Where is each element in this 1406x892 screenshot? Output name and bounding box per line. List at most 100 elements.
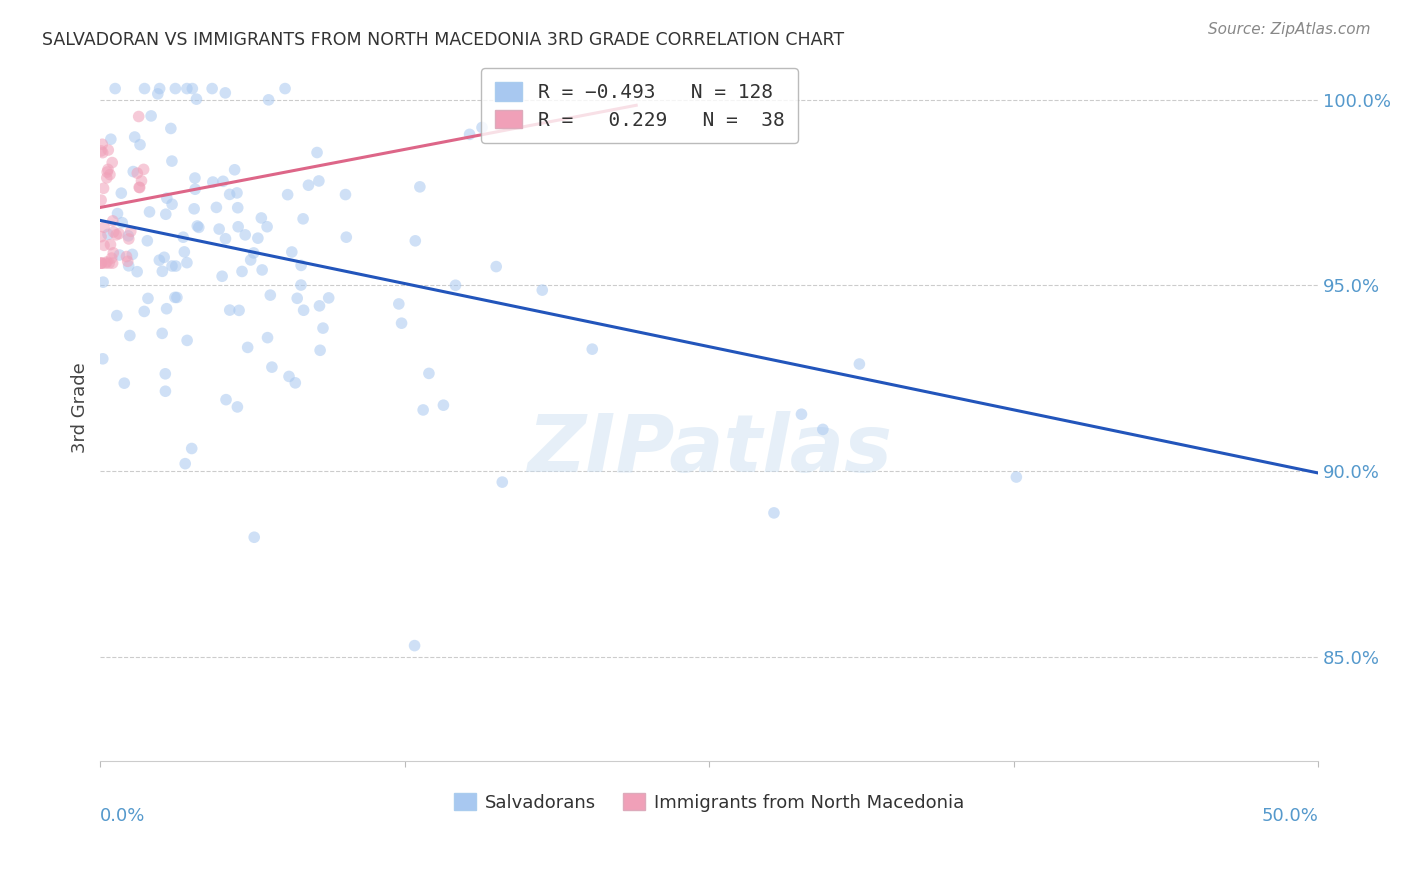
Point xyxy=(165,81,187,95)
Point xyxy=(91,137,114,152)
Point xyxy=(201,175,224,189)
Point xyxy=(110,186,132,201)
Point xyxy=(256,219,278,234)
Point xyxy=(150,326,173,341)
Point xyxy=(215,392,238,407)
Point xyxy=(108,227,131,241)
Point xyxy=(117,254,139,268)
Point xyxy=(180,442,202,456)
Point xyxy=(186,92,208,106)
Point xyxy=(318,291,340,305)
Point xyxy=(112,376,135,391)
Point xyxy=(101,214,124,228)
Point xyxy=(214,232,236,246)
Point xyxy=(176,334,198,348)
Point xyxy=(155,301,177,316)
Point xyxy=(290,278,312,293)
Point xyxy=(226,186,249,200)
Point xyxy=(418,367,440,381)
Point xyxy=(391,316,413,330)
Point xyxy=(485,260,508,274)
Point xyxy=(117,228,139,243)
Point xyxy=(183,202,205,216)
Point xyxy=(155,367,177,381)
Point xyxy=(173,244,195,259)
Point xyxy=(285,291,308,305)
Point xyxy=(412,403,434,417)
Point xyxy=(131,174,153,188)
Point xyxy=(404,234,426,248)
Point xyxy=(103,225,125,239)
Point xyxy=(309,343,332,358)
Point xyxy=(98,256,121,270)
Point xyxy=(581,342,603,356)
Point xyxy=(226,201,249,215)
Text: 0.0%: 0.0% xyxy=(100,806,146,825)
Point xyxy=(212,174,235,188)
Point xyxy=(90,256,112,270)
Point xyxy=(160,197,183,211)
Point xyxy=(115,250,138,264)
Point xyxy=(211,269,233,284)
Point xyxy=(90,144,112,158)
Point xyxy=(404,639,426,653)
Text: SALVADORAN VS IMMIGRANTS FROM NORTH MACEDONIA 3RD GRADE CORRELATION CHART: SALVADORAN VS IMMIGRANTS FROM NORTH MACE… xyxy=(42,31,845,49)
Point xyxy=(762,506,785,520)
Point xyxy=(165,259,187,273)
Point xyxy=(132,162,155,177)
Point xyxy=(134,81,156,95)
Point xyxy=(100,132,122,146)
Point xyxy=(124,130,146,145)
Point xyxy=(790,407,813,421)
Point xyxy=(105,309,128,323)
Point xyxy=(155,207,177,221)
Point xyxy=(96,165,118,179)
Point xyxy=(104,81,127,95)
Point xyxy=(257,93,280,107)
Point xyxy=(91,275,114,289)
Point xyxy=(136,234,159,248)
Point xyxy=(250,263,273,277)
Point xyxy=(259,288,281,302)
Point xyxy=(97,143,120,157)
Point xyxy=(335,230,357,244)
Point xyxy=(136,292,159,306)
Point xyxy=(118,259,141,273)
Point xyxy=(335,187,357,202)
Point xyxy=(100,251,122,265)
Point xyxy=(290,259,312,273)
Point xyxy=(176,81,198,95)
Point xyxy=(121,247,143,261)
Point xyxy=(187,220,209,235)
Point xyxy=(156,191,179,205)
Point xyxy=(242,246,264,260)
Point xyxy=(100,237,122,252)
Point xyxy=(97,162,120,177)
Point xyxy=(174,457,197,471)
Point xyxy=(226,400,249,414)
Point xyxy=(160,121,183,136)
Point xyxy=(96,255,118,269)
Point xyxy=(94,256,117,270)
Point xyxy=(277,187,299,202)
Point xyxy=(388,297,411,311)
Point xyxy=(129,137,152,152)
Point xyxy=(531,283,554,297)
Point xyxy=(118,328,141,343)
Point xyxy=(409,179,432,194)
Point xyxy=(848,357,870,371)
Point xyxy=(260,360,283,375)
Point xyxy=(284,376,307,390)
Point xyxy=(186,219,208,233)
Text: ZIPatlas: ZIPatlas xyxy=(527,411,891,490)
Point xyxy=(274,81,297,95)
Point xyxy=(111,216,134,230)
Point xyxy=(150,264,173,278)
Point xyxy=(93,220,115,235)
Point xyxy=(128,180,150,194)
Point xyxy=(118,232,141,246)
Point xyxy=(90,256,112,270)
Text: Source: ZipAtlas.com: Source: ZipAtlas.com xyxy=(1208,22,1371,37)
Point xyxy=(108,248,131,262)
Point xyxy=(1005,470,1028,484)
